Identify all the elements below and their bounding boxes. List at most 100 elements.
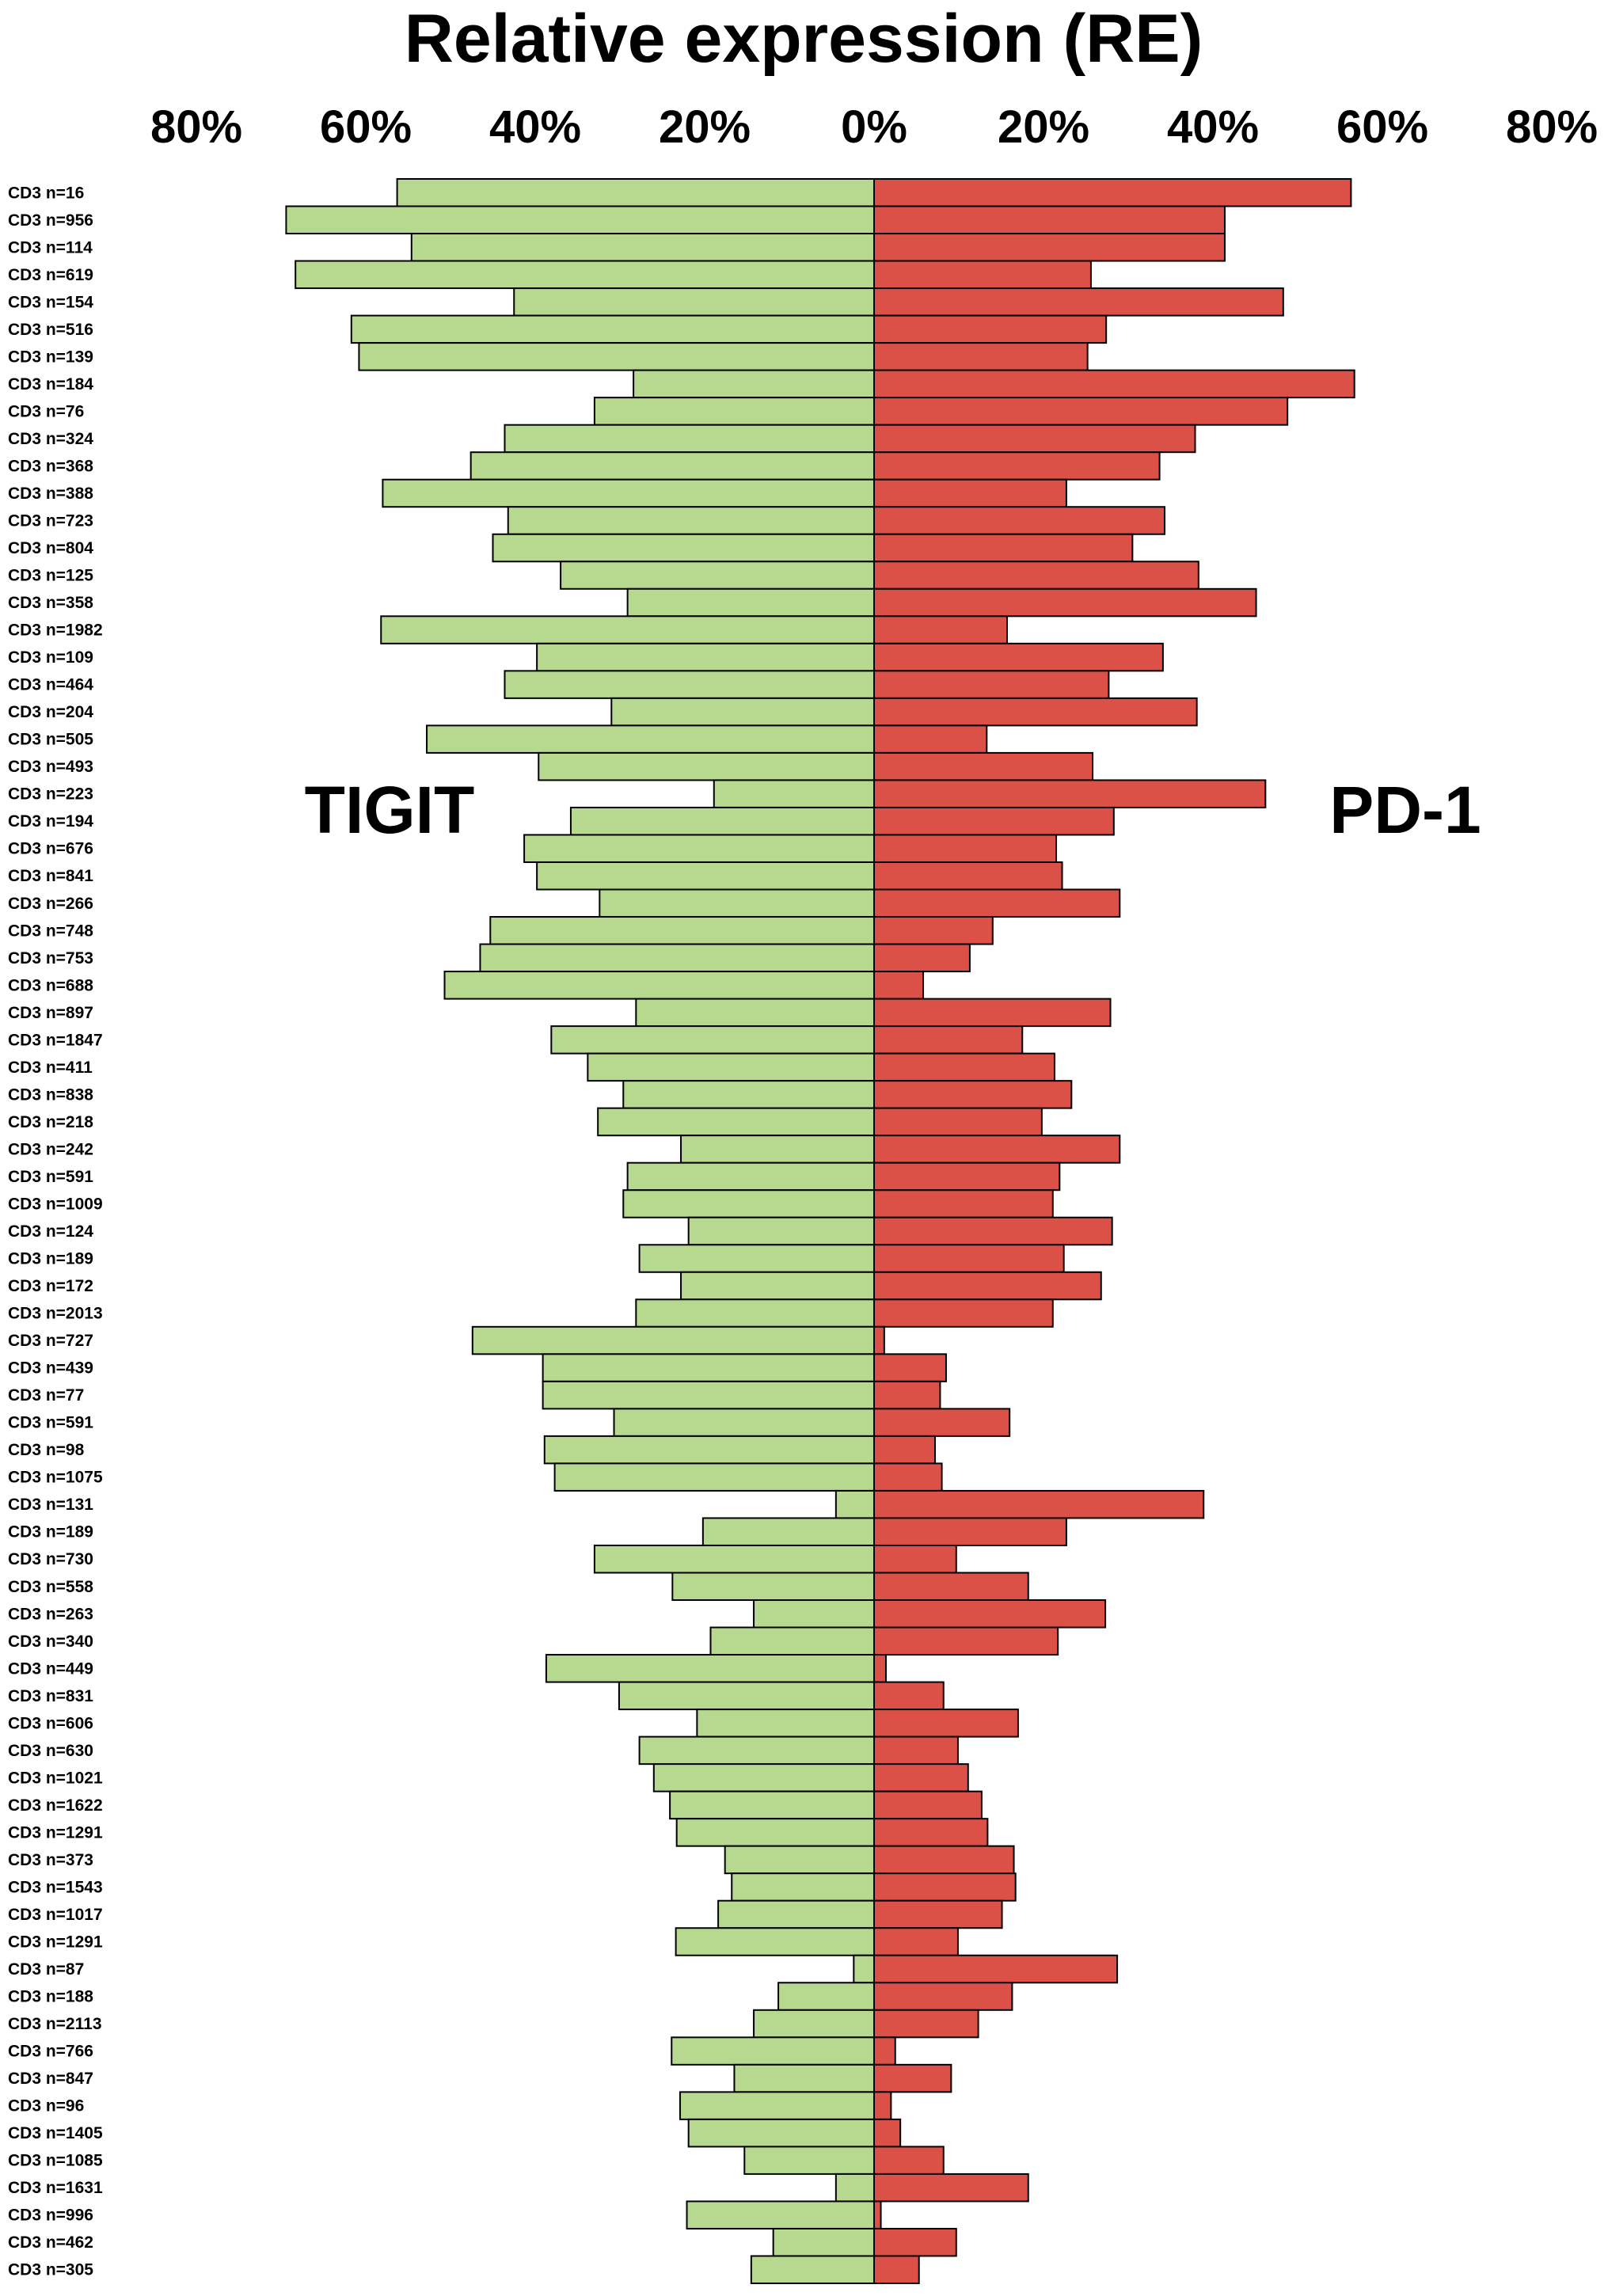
x-tick-label: 20% bbox=[659, 101, 751, 153]
bar-tigit bbox=[523, 834, 876, 863]
bar-pd1 bbox=[873, 1462, 943, 1492]
x-tick-label: 60% bbox=[320, 101, 412, 153]
bar-tigit bbox=[679, 2091, 875, 2120]
category-label: CD3 n=1085 bbox=[8, 2152, 103, 2170]
bar-tigit bbox=[626, 587, 875, 618]
bar-tigit bbox=[733, 2063, 876, 2093]
category-label: CD3 n=1405 bbox=[8, 2124, 103, 2142]
bar-pd1 bbox=[873, 861, 1063, 891]
category-label: CD3 n=462 bbox=[8, 2233, 93, 2252]
bar-tigit bbox=[536, 861, 875, 891]
bar-pd1 bbox=[873, 1927, 959, 1956]
bar-tigit bbox=[492, 533, 875, 563]
category-label: CD3 n=124 bbox=[8, 1222, 93, 1241]
chart-title: Relative expression (RE) bbox=[405, 1, 1203, 77]
bar-pd1 bbox=[873, 1954, 1119, 1984]
bar-tigit bbox=[724, 1845, 875, 1875]
category-label: CD3 n=114 bbox=[8, 238, 93, 257]
bar-pd1 bbox=[873, 1161, 1061, 1192]
bar-tigit bbox=[358, 342, 875, 371]
bar-pd1 bbox=[873, 971, 925, 1000]
bar-pd1 bbox=[873, 834, 1058, 863]
bar-tigit bbox=[713, 779, 876, 808]
bar-tigit bbox=[569, 806, 875, 836]
bar-pd1 bbox=[873, 1626, 1059, 1656]
bar-pd1 bbox=[873, 2063, 952, 2093]
bar-pd1 bbox=[873, 751, 1094, 781]
bar-pd1 bbox=[873, 1189, 1054, 1218]
category-label: CD3 n=109 bbox=[8, 648, 93, 667]
bar-tigit bbox=[542, 1353, 875, 1382]
bar-pd1 bbox=[873, 1298, 1054, 1328]
category-label: CD3 n=189 bbox=[8, 1523, 93, 1541]
bar-pd1 bbox=[873, 342, 1089, 371]
bar-tigit bbox=[613, 1408, 875, 1437]
bar-pd1 bbox=[873, 2172, 1029, 2203]
bar-tigit bbox=[380, 615, 875, 644]
bar-tigit bbox=[675, 1927, 875, 1956]
bar-pd1 bbox=[873, 642, 1164, 672]
category-label: CD3 n=172 bbox=[8, 1277, 93, 1295]
bar-tigit bbox=[675, 1818, 875, 1847]
bar-pd1 bbox=[873, 1080, 1073, 1109]
bar-tigit bbox=[834, 2172, 875, 2203]
bar-tigit bbox=[489, 916, 875, 945]
bar-pd1 bbox=[873, 888, 1121, 918]
bar-pd1 bbox=[873, 697, 1198, 727]
bar-pd1 bbox=[873, 1899, 1003, 1929]
category-label: CD3 n=996 bbox=[8, 2207, 93, 2225]
x-tick-label: 40% bbox=[1167, 101, 1259, 153]
series-label-tigit: TIGIT bbox=[305, 773, 475, 847]
bar-pd1 bbox=[873, 916, 994, 945]
bar-tigit bbox=[553, 1462, 875, 1492]
x-tick-label: 20% bbox=[998, 101, 1089, 153]
category-label: CD3 n=263 bbox=[8, 1605, 93, 1623]
bar-pd1 bbox=[873, 1845, 1015, 1875]
bar-pd1 bbox=[873, 1408, 1011, 1437]
bars-group bbox=[285, 178, 1355, 2284]
bar-pd1 bbox=[873, 260, 1092, 290]
category-label: CD3 n=730 bbox=[8, 1550, 93, 1568]
category-label: CD3 n=493 bbox=[8, 758, 93, 776]
bar-tigit bbox=[853, 1954, 875, 1984]
bar-tigit bbox=[753, 2009, 875, 2039]
bar-pd1 bbox=[873, 587, 1257, 618]
bar-pd1 bbox=[873, 2227, 957, 2257]
bar-tigit bbox=[550, 1025, 876, 1055]
category-label: CD3 n=388 bbox=[8, 485, 93, 503]
bar-pd1 bbox=[873, 1599, 1107, 1629]
bar-tigit bbox=[507, 506, 875, 535]
category-label: CD3 n=727 bbox=[8, 1332, 93, 1350]
bar-pd1 bbox=[873, 2009, 979, 2039]
bar-tigit bbox=[479, 943, 875, 973]
bar-pd1 bbox=[873, 478, 1067, 508]
bar-tigit bbox=[687, 2118, 875, 2148]
bar-tigit bbox=[587, 1052, 876, 1082]
category-label: CD3 n=189 bbox=[8, 1250, 93, 1268]
category-label: CD3 n=831 bbox=[8, 1687, 93, 1705]
category-label: CD3 n=630 bbox=[8, 1742, 93, 1760]
bar-tigit bbox=[504, 670, 875, 699]
category-label: CD3 n=131 bbox=[8, 1496, 93, 1514]
bar-pd1 bbox=[873, 1654, 887, 1683]
bar-tigit bbox=[599, 888, 875, 918]
bar-pd1 bbox=[873, 533, 1134, 563]
category-label: CD3 n=505 bbox=[8, 731, 93, 749]
category-label: CD3 n=558 bbox=[8, 1578, 93, 1596]
category-label: CD3 n=591 bbox=[8, 1414, 93, 1432]
bar-pd1 bbox=[873, 615, 1008, 644]
bar-pd1 bbox=[873, 2118, 902, 2148]
bar-tigit bbox=[513, 287, 875, 317]
category-label: CD3 n=1017 bbox=[8, 1906, 103, 1924]
bar-tigit bbox=[443, 971, 875, 1000]
bar-pd1 bbox=[873, 233, 1226, 262]
bar-pd1 bbox=[873, 205, 1226, 235]
bar-tigit bbox=[686, 2200, 876, 2229]
bar-tigit bbox=[560, 561, 875, 590]
category-label: CD3 n=464 bbox=[8, 676, 93, 694]
bar-pd1 bbox=[873, 506, 1166, 535]
x-tick-label: 80% bbox=[150, 101, 242, 153]
category-label: CD3 n=305 bbox=[8, 2261, 93, 2279]
category-label: CD3 n=1291 bbox=[8, 1933, 103, 1952]
category-label: CD3 n=956 bbox=[8, 211, 93, 230]
